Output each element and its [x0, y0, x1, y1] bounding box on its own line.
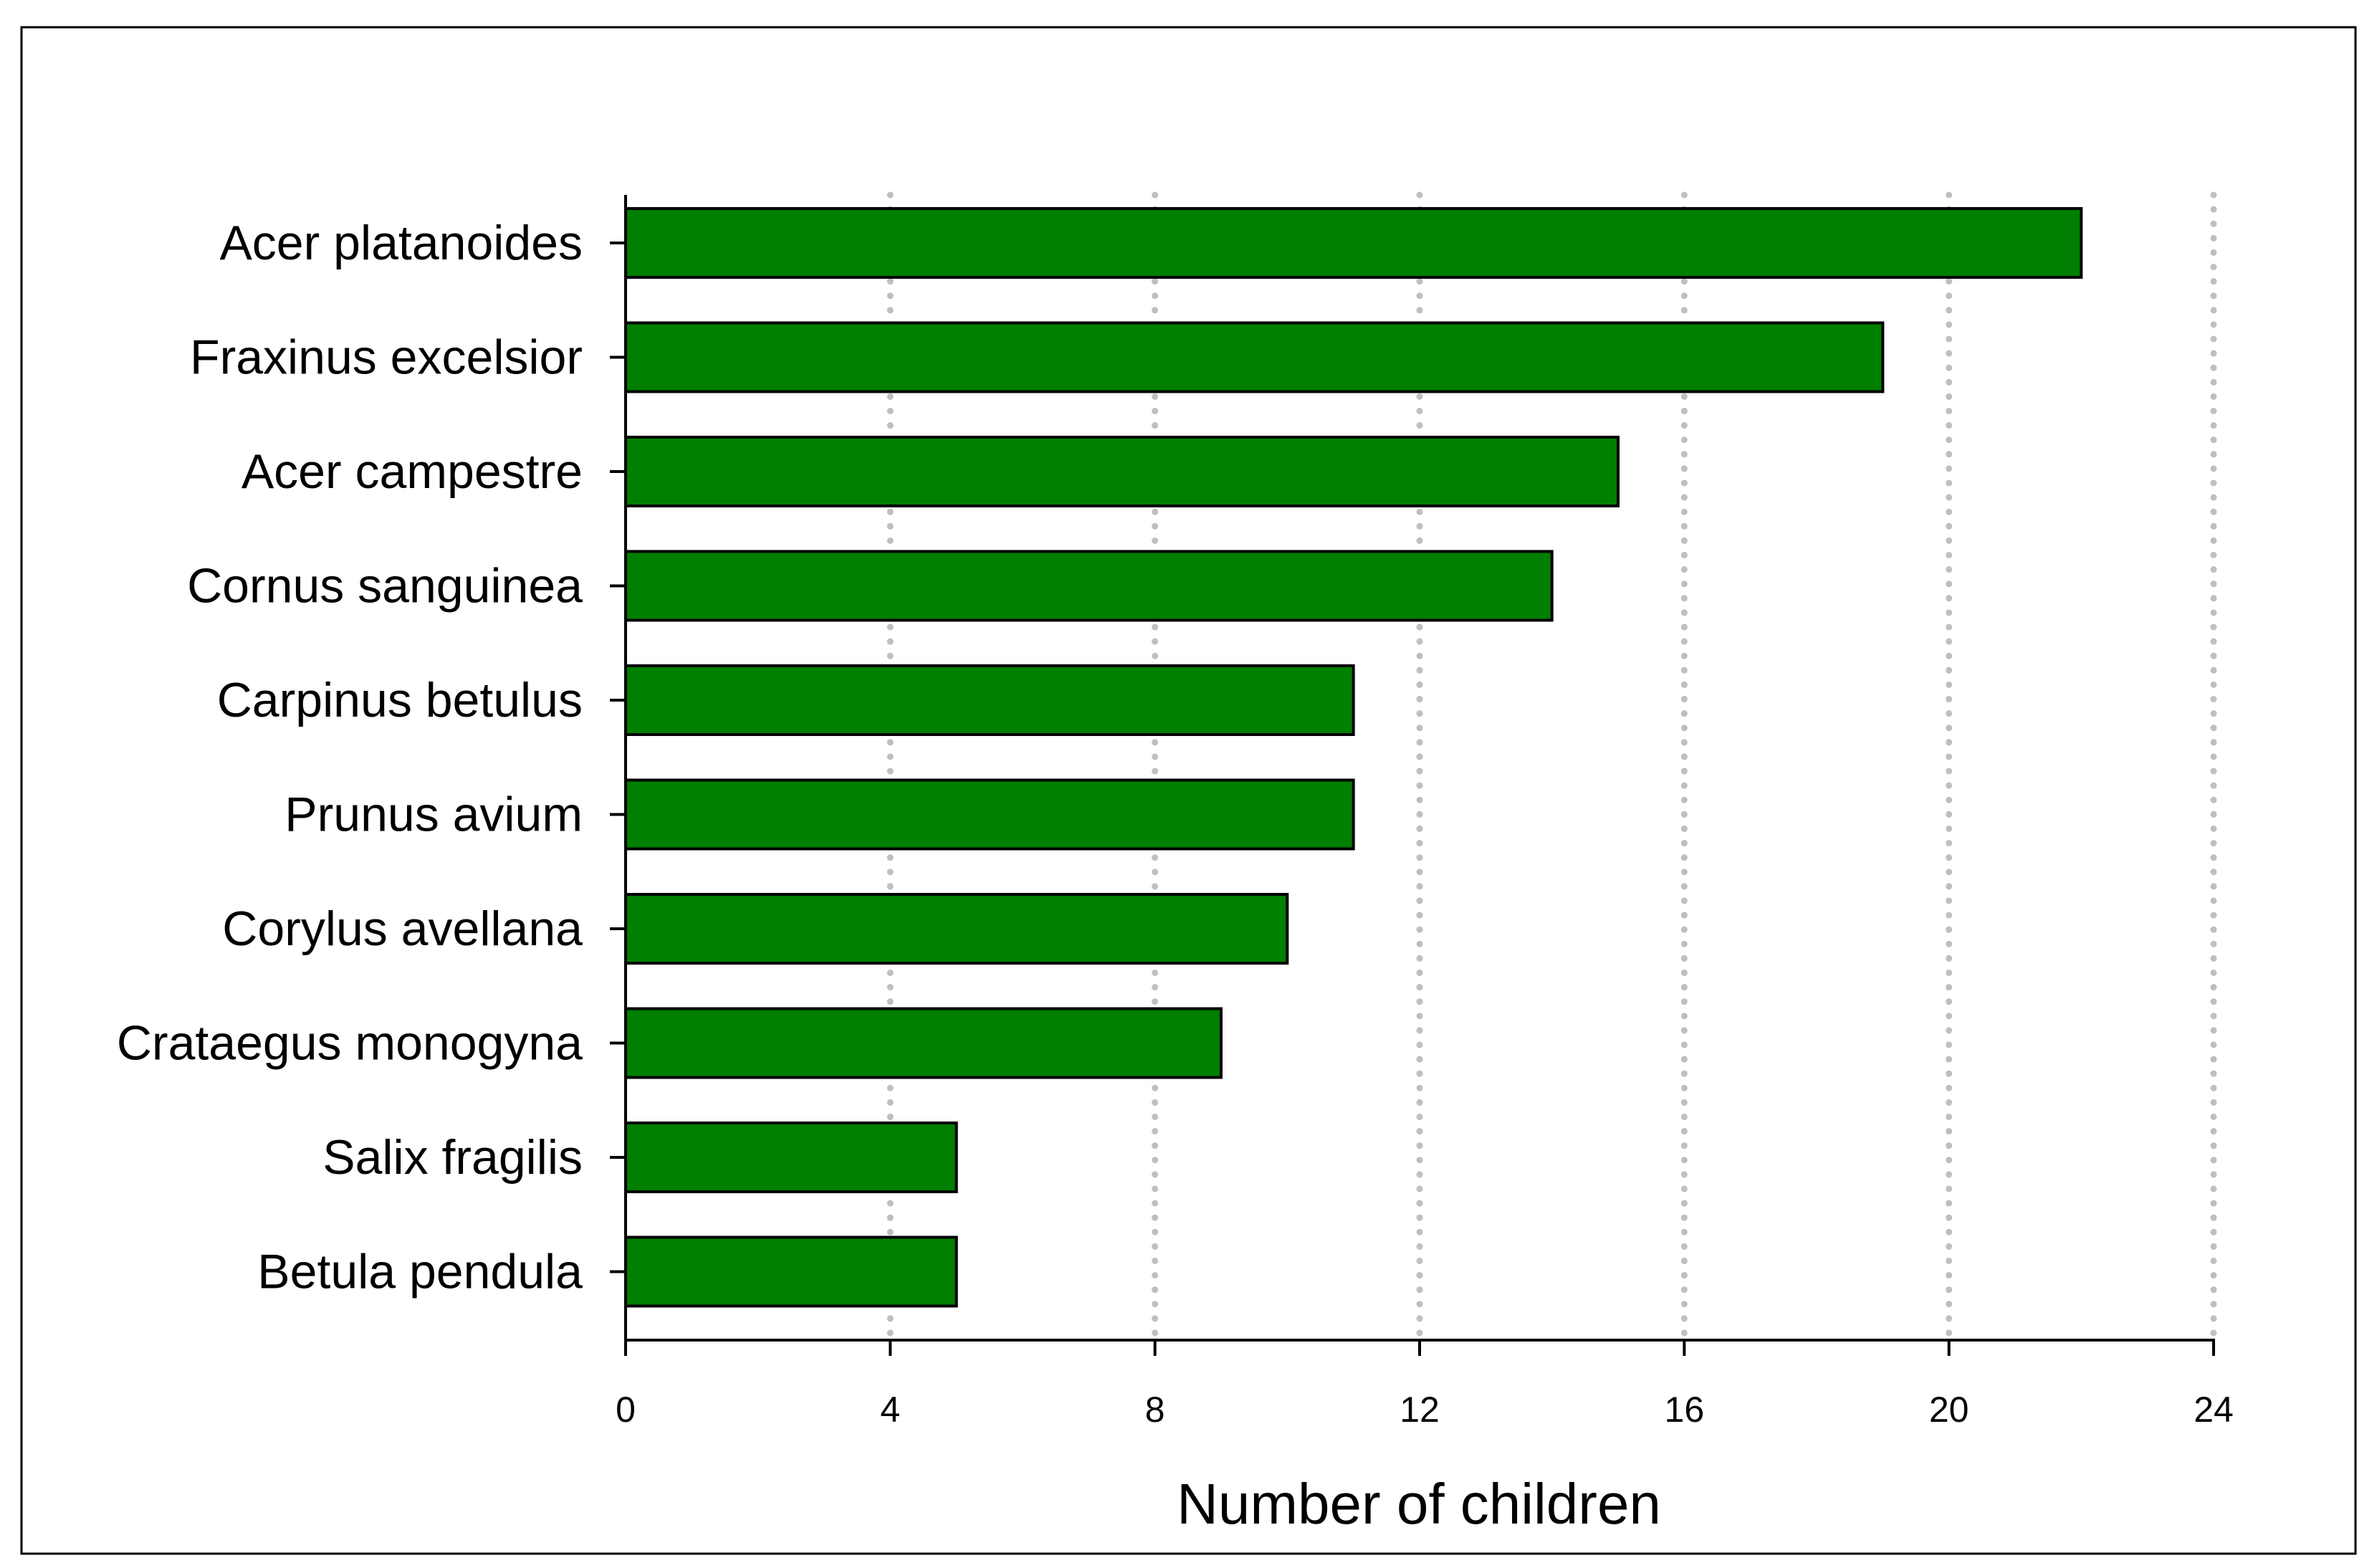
x-tick-label: 20 — [1929, 1390, 1969, 1430]
x-axis-title: Number of children — [1177, 1472, 1661, 1536]
category-label: Carpinus betulus — [217, 673, 583, 727]
x-tick-label: 16 — [1665, 1390, 1705, 1430]
bar-cornus-sanguinea — [624, 550, 1554, 622]
bar-salix-fragilis — [624, 1122, 958, 1193]
category-label: Acer campestre — [241, 444, 583, 499]
bar-fraxinus-excelsior — [624, 321, 1885, 393]
bars — [624, 207, 2083, 1308]
axes — [610, 195, 2215, 1356]
bar-acer-campestre — [624, 436, 1620, 507]
category-label: Corylus avellana — [222, 902, 583, 956]
category-label: Prunus avium — [284, 788, 583, 842]
x-tick-label: 0 — [616, 1390, 636, 1430]
bar-carpinus-betulus — [624, 664, 1355, 736]
category-label: Fraxinus excelsior — [190, 330, 583, 385]
x-tick-label: 24 — [2194, 1390, 2234, 1430]
x-tick-label: 12 — [1400, 1390, 1440, 1430]
x-tick-label: 4 — [880, 1390, 900, 1430]
category-label: Betula pendula — [257, 1245, 583, 1299]
bar-crataegus-monogyna — [624, 1007, 1223, 1079]
bar-acer-platanoides — [624, 207, 2083, 279]
category-label: Acer platanoides — [219, 216, 583, 270]
bar-betula-pendula — [624, 1235, 958, 1308]
category-label: Cornus sanguinea — [187, 559, 583, 613]
category-label: Salix fragilis — [322, 1130, 583, 1185]
category-labels: Acer platanoides Fraxinus excelsior Acer c… — [117, 216, 583, 1299]
category-label: Crataegus monogyna — [117, 1016, 583, 1071]
bar-corylus-avellana — [624, 893, 1289, 965]
x-tick-label: 8 — [1145, 1390, 1165, 1430]
x-tick-labels: 0 4 8 12 16 20 24 — [616, 1390, 2234, 1430]
bar-prunus-avium — [624, 778, 1355, 851]
